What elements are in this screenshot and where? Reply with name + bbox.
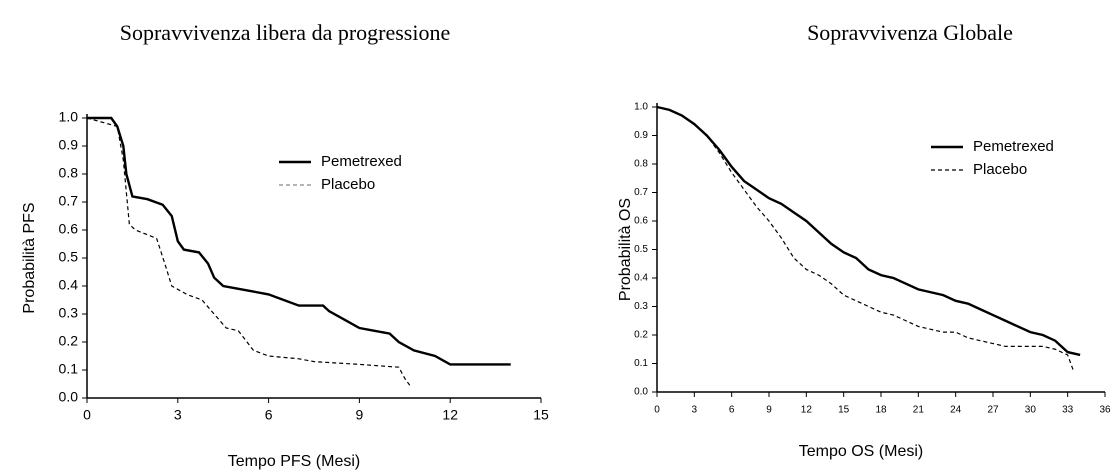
x-tick-label: 24 bbox=[950, 405, 962, 416]
y-tick-label: 0.4 bbox=[59, 277, 79, 293]
y-tick-label: 0.9 bbox=[634, 130, 648, 141]
y-tick-label: 0.7 bbox=[634, 187, 648, 198]
y-axis-label: Probabilità PFS bbox=[21, 202, 38, 313]
survival-curve bbox=[656, 105, 1081, 357]
y-tick-label: 0.8 bbox=[634, 159, 648, 170]
y-tick-label: 0.4 bbox=[634, 273, 648, 284]
x-tick-label: 21 bbox=[913, 405, 925, 416]
x-tick-label: 33 bbox=[1062, 405, 1074, 416]
y-tick-label: 0.0 bbox=[59, 389, 79, 405]
x-tick-label: 3 bbox=[174, 407, 182, 423]
chart-title: Sopravvivenza libera da progressione bbox=[120, 20, 451, 45]
y-tick-label: 0.2 bbox=[59, 333, 79, 349]
legend-label: Pemetrexed bbox=[321, 153, 402, 170]
y-tick-label: 0.1 bbox=[59, 361, 79, 377]
chart-title: Sopravvivenza Globale bbox=[807, 20, 1013, 45]
legend-label: Placebo bbox=[321, 176, 375, 193]
x-tick-label: 12 bbox=[442, 407, 458, 423]
y-tick-label: 0.8 bbox=[59, 165, 79, 181]
x-tick-label: 15 bbox=[533, 407, 549, 423]
x-tick-label: 27 bbox=[987, 405, 999, 416]
x-tick-label: 36 bbox=[1099, 405, 1111, 416]
y-tick-label: 0.7 bbox=[59, 193, 79, 209]
x-tick-label: 15 bbox=[838, 405, 850, 416]
y-axis-label: Probabilità OS bbox=[617, 198, 634, 301]
x-tick-label: 3 bbox=[692, 405, 698, 416]
x-tick-label: 6 bbox=[729, 405, 735, 416]
y-tick-label: 0.2 bbox=[634, 330, 648, 341]
x-tick-label: 18 bbox=[875, 405, 887, 416]
y-tick-label: 0.3 bbox=[59, 305, 79, 321]
y-tick-label: 0.0 bbox=[634, 387, 648, 398]
x-tick-label: 30 bbox=[1025, 405, 1037, 416]
x-axis-label: Tempo PFS (Mesi) bbox=[228, 453, 360, 470]
y-tick-label: 0.3 bbox=[634, 301, 648, 312]
x-tick-label: 0 bbox=[654, 405, 660, 416]
x-tick-label: 9 bbox=[356, 407, 364, 423]
x-tick-label: 0 bbox=[83, 407, 91, 423]
y-tick-label: 0.1 bbox=[634, 358, 648, 369]
y-tick-label: 0.6 bbox=[634, 216, 648, 227]
y-tick-label: 1.0 bbox=[634, 102, 648, 113]
y-tick-label: 0.5 bbox=[634, 244, 648, 255]
y-tick-label: 0.9 bbox=[59, 137, 79, 153]
y-tick-label: 1.0 bbox=[59, 109, 79, 125]
legend-label: Pemetrexed bbox=[973, 138, 1054, 155]
y-tick-label: 0.6 bbox=[59, 221, 79, 237]
x-tick-label: 6 bbox=[265, 407, 273, 423]
x-tick-label: 12 bbox=[801, 405, 813, 416]
x-axis-label: Tempo OS (Mesi) bbox=[799, 443, 923, 460]
y-tick-label: 0.5 bbox=[59, 249, 79, 265]
x-tick-label: 9 bbox=[766, 405, 772, 416]
legend-label: Placebo bbox=[973, 161, 1027, 178]
survival-curve bbox=[87, 116, 511, 366]
